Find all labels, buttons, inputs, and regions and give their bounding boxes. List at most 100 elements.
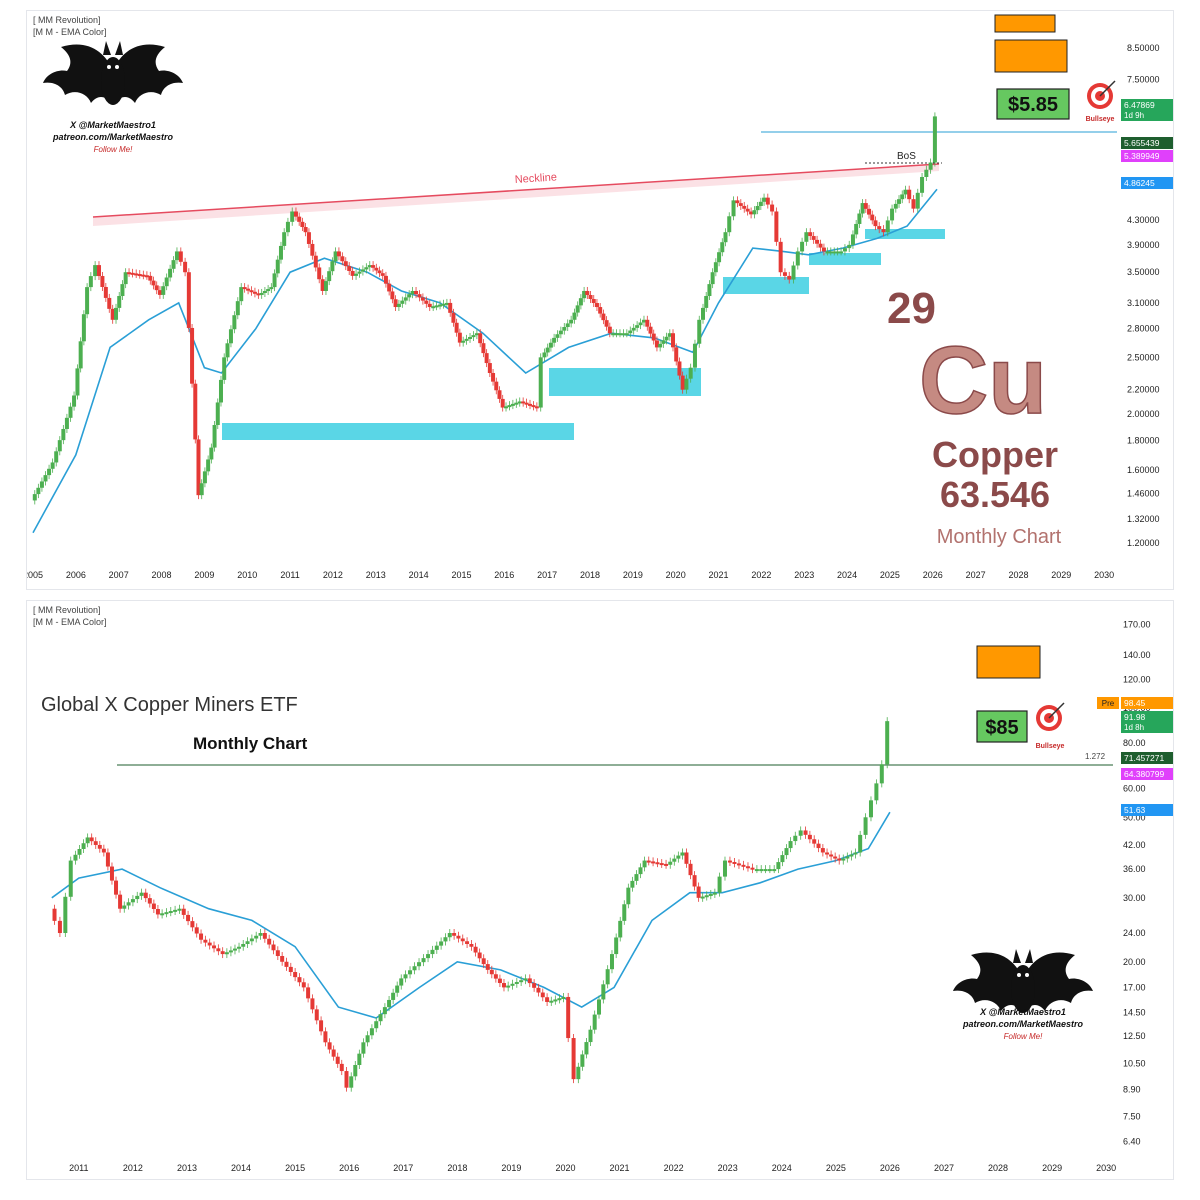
candle: [504, 406, 509, 409]
candle: [126, 902, 131, 906]
candle: [39, 481, 44, 488]
candle: [648, 326, 653, 334]
watermark-line: Follow Me!: [1004, 1032, 1043, 1041]
candle: [202, 471, 207, 484]
candle: [907, 189, 912, 200]
candle: [565, 323, 570, 328]
candle: [171, 260, 176, 269]
candle: [804, 232, 809, 242]
candle: [928, 162, 933, 170]
price-tag: [1121, 804, 1173, 816]
candle: [387, 999, 392, 1008]
candle: [484, 353, 489, 364]
candle: [795, 251, 800, 266]
candle: [793, 835, 798, 842]
candle: [778, 241, 783, 273]
candle: [101, 848, 106, 853]
candle: [417, 294, 422, 298]
candle: [731, 200, 736, 217]
candle: [791, 265, 796, 280]
price-tag-value: 71.457271: [1124, 753, 1164, 763]
candle: [788, 841, 793, 849]
candle: [212, 945, 217, 949]
candle: [478, 333, 483, 344]
candle: [605, 969, 610, 985]
candle: [61, 428, 66, 441]
candle: [241, 943, 246, 947]
candle: [454, 322, 459, 333]
bat-logo: [953, 949, 1093, 1013]
candle: [818, 243, 823, 248]
candle: [54, 451, 59, 463]
candle: [538, 357, 543, 408]
candle: [134, 273, 139, 276]
candle: [222, 357, 227, 380]
candle: [147, 898, 152, 904]
x-tick-label: 2029: [1042, 1163, 1062, 1173]
x-tick-label: 2012: [323, 570, 343, 580]
candle: [151, 903, 156, 910]
candle: [339, 1063, 344, 1072]
candle: [77, 849, 82, 855]
candle: [103, 286, 108, 298]
candle: [399, 978, 404, 986]
candle: [64, 417, 69, 429]
candle: [319, 1020, 324, 1032]
candle: [97, 844, 102, 849]
candle: [591, 299, 596, 304]
candle: [232, 315, 237, 330]
candle: [117, 296, 122, 308]
candle: [357, 271, 362, 274]
candle: [664, 336, 669, 341]
candle: [680, 852, 685, 856]
candle: [361, 1042, 366, 1054]
candle: [692, 343, 697, 368]
x-tick-label: 2011: [280, 570, 299, 580]
candle: [667, 333, 672, 337]
candle: [471, 335, 476, 338]
candle: [580, 1054, 585, 1067]
candle: [424, 300, 429, 304]
candle: [893, 203, 898, 209]
candle: [497, 978, 502, 984]
candle: [659, 863, 664, 866]
candle: [621, 333, 626, 336]
price-tag: [1121, 711, 1173, 733]
candle: [73, 854, 78, 861]
candle: [800, 241, 805, 252]
candle: [443, 937, 448, 942]
candle: [534, 406, 539, 409]
candle: [835, 251, 840, 254]
candle: [47, 468, 52, 476]
candle: [81, 314, 86, 342]
x-tick-label: 2013: [366, 570, 386, 580]
candle: [501, 983, 506, 988]
candle: [135, 895, 140, 900]
candle: [493, 974, 498, 979]
candle: [542, 352, 547, 358]
candle: [382, 1007, 387, 1015]
candle: [821, 247, 826, 252]
candle: [634, 874, 639, 881]
candle: [199, 483, 204, 496]
candle: [107, 297, 112, 309]
candle: [576, 1066, 581, 1080]
candle: [630, 880, 635, 888]
candle: [203, 939, 208, 943]
candle: [330, 261, 335, 272]
candle: [340, 256, 345, 262]
y-tick-label: 2.20000: [1127, 385, 1160, 395]
x-tick-label: 2021: [610, 1163, 630, 1173]
candle: [228, 329, 233, 344]
candle: [767, 869, 772, 872]
candle: [154, 285, 159, 291]
candle: [232, 948, 237, 951]
x-tick-label: 2029: [1051, 570, 1071, 580]
y-tick-label: 3.50000: [1127, 267, 1160, 277]
candle: [772, 869, 777, 872]
price-tag: [1121, 99, 1173, 121]
candle: [755, 205, 760, 211]
price-tag: [1121, 752, 1173, 764]
candle: [514, 981, 519, 984]
y-tick-label: 1.46000: [1127, 488, 1160, 498]
